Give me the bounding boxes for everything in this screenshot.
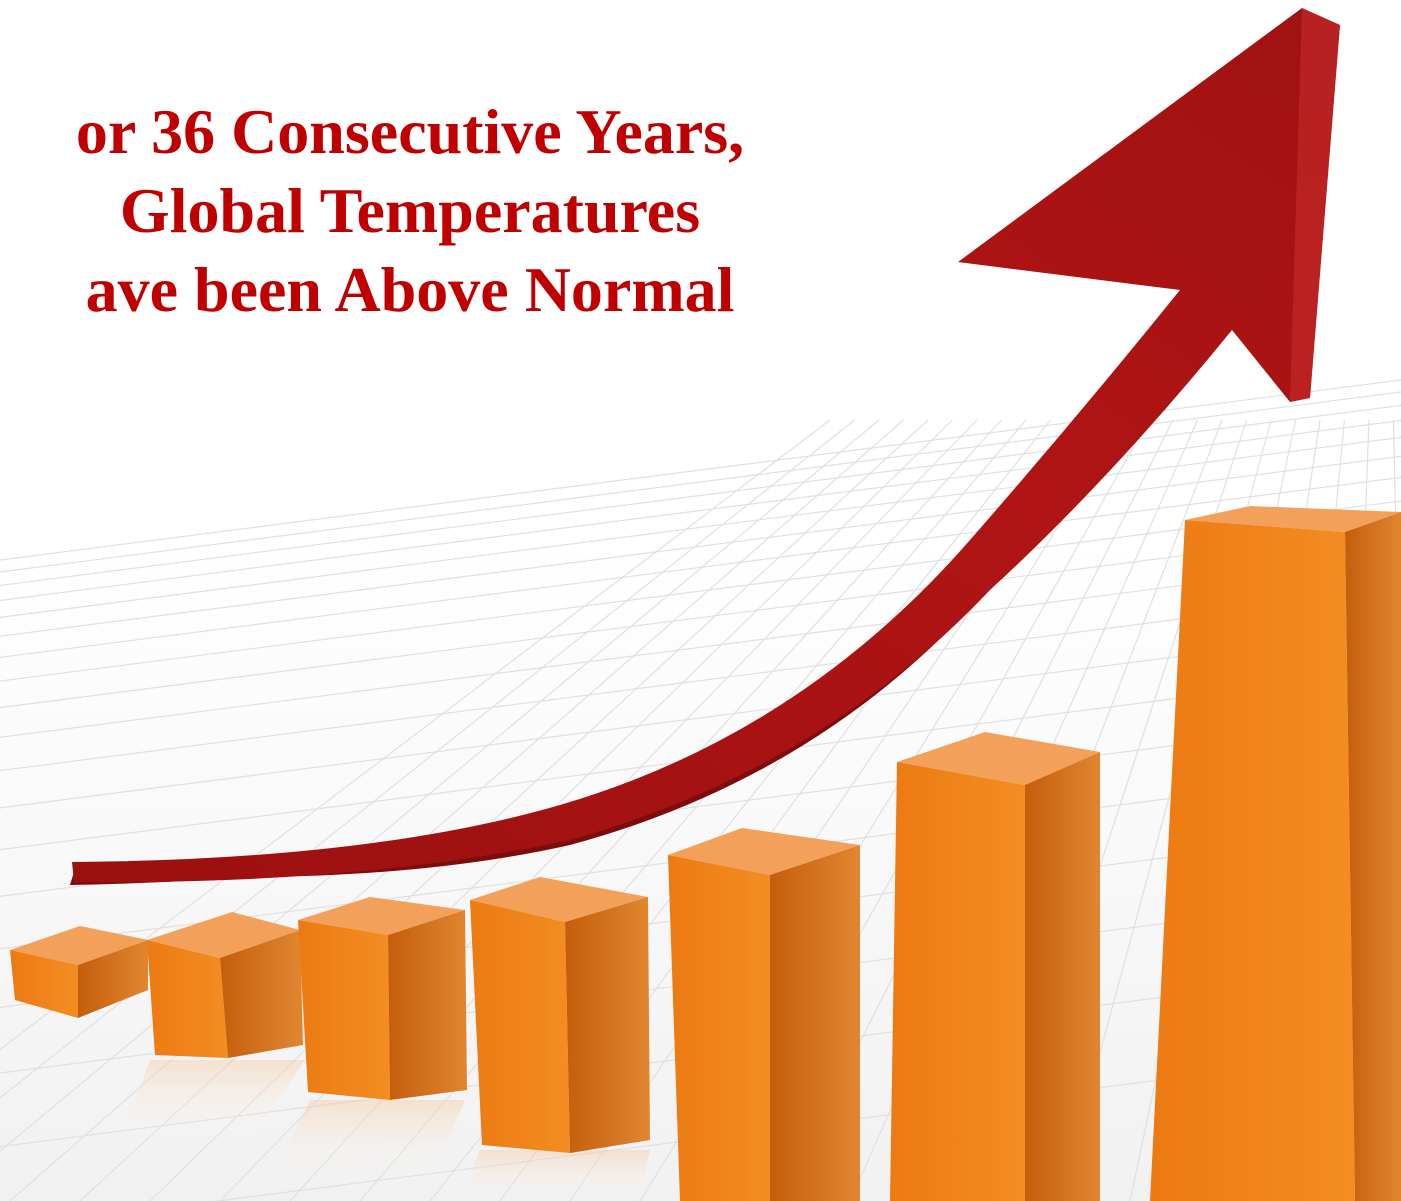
- grid-line: [0, 589, 1401, 772]
- grid-line: [0, 419, 831, 1051]
- bar-7: [1150, 506, 1401, 1201]
- grid-line: [0, 404, 1401, 587]
- grid-line: [0, 419, 1401, 602]
- grid-line: [0, 379, 1401, 561]
- bar-3: [298, 897, 467, 1100]
- headline-line-2: Global Temperatures: [119, 175, 701, 246]
- bar-6: [890, 732, 1100, 1201]
- trend-arrow: [70, 8, 1340, 885]
- grid-line: [0, 476, 1401, 658]
- grid-line: [0, 527, 1401, 709]
- bars: [10, 506, 1401, 1201]
- grid-line: [0, 419, 855, 1099]
- grid-line: [0, 627, 1401, 809]
- grid-line: [0, 500, 1401, 682]
- grid-line: [0, 436, 1401, 618]
- grid-line: [0, 455, 1401, 637]
- bar-1: [10, 926, 148, 1018]
- grid-line: [0, 419, 880, 1152]
- grid-line: [359, 419, 1027, 1201]
- bar-4: [470, 877, 650, 1153]
- headline-line-3: ave been Above Normal: [85, 254, 735, 325]
- bar-5: [668, 828, 860, 1201]
- grid-line: [0, 391, 1401, 573]
- bar-2: [147, 912, 303, 1058]
- grid-line: [0, 556, 1401, 738]
- headline: or 36 Consecutive Years, Global Temperat…: [0, 92, 860, 329]
- headline-line-1: or 36 Consecutive Years,: [75, 96, 745, 167]
- bar-reflections: [120, 1060, 650, 1201]
